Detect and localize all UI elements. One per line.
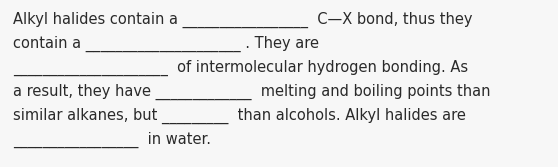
Text: similar alkanes, but _________  than alcohols. Alkyl halides are: similar alkanes, but _________ than alco… xyxy=(13,108,466,124)
Text: contain a _____________________ . They are: contain a _____________________ . They a… xyxy=(13,36,319,52)
Text: _____________________  of intermolecular hydrogen bonding. As: _____________________ of intermolecular … xyxy=(13,60,468,76)
Text: a result, they have _____________  melting and boiling points than: a result, they have _____________ meltin… xyxy=(13,84,490,100)
Text: Alkyl halides contain a _________________  C—X bond, thus they: Alkyl halides contain a ________________… xyxy=(13,12,473,28)
Text: _________________  in water.: _________________ in water. xyxy=(13,132,211,148)
